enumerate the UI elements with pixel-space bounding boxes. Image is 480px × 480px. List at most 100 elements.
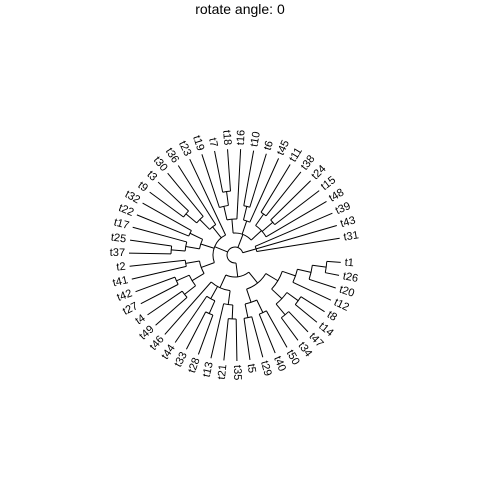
tip-label-t22: t22 — [117, 202, 136, 219]
branch-edge-1 — [248, 271, 258, 284]
branch-edge-59 — [185, 213, 197, 224]
branch-edge-10 — [271, 288, 283, 299]
branch-edge-8 — [308, 278, 336, 289]
branch-edge-37 — [201, 262, 215, 268]
tip-label-t39: t39 — [334, 200, 353, 217]
branch-arc — [260, 211, 267, 217]
branch-edge-72 — [236, 149, 242, 220]
tip-label-t10: t10 — [248, 131, 263, 148]
tip-label-t9: t9 — [136, 179, 151, 194]
branch-arc — [181, 290, 188, 298]
branch-arc — [183, 210, 189, 218]
branch-edge-29 — [210, 303, 225, 359]
tip-label-t29: t29 — [258, 360, 274, 378]
branch-edge-13 — [294, 304, 318, 323]
branch-edge-12 — [300, 296, 325, 313]
branch-edge-16 — [280, 317, 299, 341]
tip-label-t37: t37 — [110, 247, 126, 259]
branch-arc — [188, 230, 192, 237]
branch-edge-27 — [235, 318, 238, 361]
branch-edge-7 — [325, 272, 340, 276]
branch-edge-73 — [241, 220, 248, 235]
plot-title: rotate angle: 0 — [195, 1, 285, 17]
tip-label-t17: t17 — [112, 216, 130, 232]
branch-edge-40 — [155, 297, 188, 326]
branch-edge-58 — [199, 219, 211, 230]
tip-label-t21: t21 — [216, 364, 230, 380]
tip-label-t31: t31 — [343, 229, 360, 243]
tip-label-t35: t35 — [231, 365, 243, 381]
branch-edge-63 — [177, 165, 217, 225]
branch-edge-61 — [157, 181, 189, 212]
branch-edge-23 — [243, 318, 251, 361]
branch-edge-52 — [129, 239, 172, 247]
tip-label-t40: t40 — [271, 355, 288, 374]
branch-edge-62 — [167, 172, 204, 217]
branch-arc — [188, 274, 196, 287]
branch-edge-31 — [208, 300, 216, 314]
branch-arc — [170, 245, 173, 254]
branch-arc — [245, 299, 257, 305]
branch-edge-70 — [214, 150, 224, 193]
branch-edge-65 — [237, 234, 244, 248]
tip-label-t20: t20 — [338, 284, 356, 300]
branch-edge-32 — [197, 314, 214, 355]
branch-edge-41 — [147, 290, 183, 316]
branch-edge-19 — [265, 310, 288, 348]
branch-arc — [243, 316, 252, 319]
tip-label-t28: t28 — [186, 356, 203, 374]
branch-arc — [209, 224, 217, 230]
branch-edge-17 — [246, 288, 252, 303]
branch-edge-5 — [312, 264, 327, 268]
branch-arc — [281, 311, 290, 319]
branch-edge-66 — [231, 219, 234, 234]
branch-edge-30 — [210, 286, 218, 299]
branch-edge-87 — [255, 212, 333, 247]
branch-edge-75 — [243, 150, 255, 206]
branch-edge-57 — [212, 226, 222, 239]
branch-edge-76 — [249, 153, 267, 208]
tip-label-t7: t7 — [206, 137, 220, 148]
branch-arc — [225, 271, 250, 278]
branch-edge-67 — [223, 206, 228, 221]
branch-edge-51 — [129, 252, 172, 255]
branch-arc — [246, 273, 267, 290]
branch-edge-88 — [255, 225, 337, 250]
branch-edge-83 — [270, 180, 311, 221]
branch-edge-34 — [174, 295, 208, 343]
branch-edge-54 — [189, 232, 203, 240]
branch-edge-45 — [185, 260, 200, 264]
branch-edge-9 — [292, 281, 332, 301]
tip-label-t16: t16 — [235, 130, 248, 146]
branch-edge-77 — [249, 158, 280, 223]
branch-edge-24 — [219, 274, 227, 288]
branch-edge-46 — [131, 265, 187, 280]
branch-edge-39 — [184, 285, 196, 295]
tip-label-t23: t23 — [176, 139, 193, 158]
branch-edge-49 — [185, 245, 200, 250]
branch-edge-48 — [200, 243, 215, 249]
branch-edge-68 — [201, 154, 220, 208]
branch-edge-79 — [255, 213, 265, 226]
branch-edge-71 — [227, 149, 231, 192]
tip-label-t41: t41 — [112, 274, 130, 289]
branch-edge-53 — [132, 226, 187, 243]
branch-edge-84 — [274, 190, 320, 226]
tip-label-t43: t43 — [339, 214, 357, 230]
branch-edge-80 — [260, 164, 291, 213]
branch-edge-42 — [176, 274, 190, 282]
branch-edge-21 — [244, 303, 249, 318]
branch-edge-36 — [214, 246, 228, 253]
branch-edge-89 — [256, 237, 340, 253]
tip-label-t6: t6 — [262, 139, 276, 151]
branch-arc — [222, 190, 231, 193]
branch-edge-2 — [265, 273, 279, 282]
branch-edge-44 — [135, 276, 176, 293]
branch-edge-15 — [288, 311, 309, 333]
branch-edge-81 — [265, 171, 302, 217]
tip-label-t2: t2 — [116, 261, 126, 274]
branch-arc — [243, 205, 250, 208]
tip-label-t12: t12 — [332, 296, 351, 313]
branch-arc — [292, 269, 298, 283]
branch-arc — [294, 296, 302, 305]
